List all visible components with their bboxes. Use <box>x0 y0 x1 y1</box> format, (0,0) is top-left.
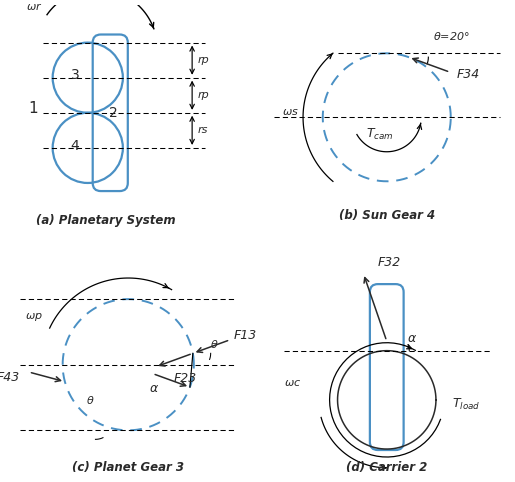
Text: $\theta$: $\theta$ <box>210 338 218 350</box>
Text: 1: 1 <box>28 101 38 116</box>
Text: F32: F32 <box>377 255 401 268</box>
Text: (c) Planet Gear 3: (c) Planet Gear 3 <box>72 461 184 474</box>
Text: F34: F34 <box>456 68 479 81</box>
Text: $\omega$p: $\omega$p <box>25 311 43 323</box>
Text: (d) Carrier 2: (d) Carrier 2 <box>346 461 427 474</box>
Text: F13: F13 <box>234 329 258 342</box>
Text: $T_{load}$: $T_{load}$ <box>452 397 480 412</box>
Text: (a) Planetary System: (a) Planetary System <box>36 214 176 227</box>
Text: 2: 2 <box>110 106 118 120</box>
Text: $T_{cam}$: $T_{cam}$ <box>366 127 393 142</box>
Text: $\alpha$: $\alpha$ <box>149 382 159 395</box>
Text: $\theta$=20°: $\theta$=20° <box>433 30 470 42</box>
Text: 4: 4 <box>71 139 79 153</box>
Text: $\theta$: $\theta$ <box>87 394 95 406</box>
Text: $\omega$r: $\omega$r <box>26 1 43 13</box>
Text: F43: F43 <box>0 371 21 384</box>
Text: rp: rp <box>198 55 209 65</box>
Text: rp: rp <box>198 90 209 100</box>
Text: $\omega$s: $\omega$s <box>282 107 299 117</box>
Text: (b) Sun Gear 4: (b) Sun Gear 4 <box>339 209 435 222</box>
Text: rs: rs <box>198 125 208 135</box>
Text: 3: 3 <box>71 68 79 82</box>
Text: $\omega$c: $\omega$c <box>284 378 302 388</box>
Text: $\alpha$: $\alpha$ <box>407 333 418 346</box>
Text: F23: F23 <box>174 372 197 385</box>
